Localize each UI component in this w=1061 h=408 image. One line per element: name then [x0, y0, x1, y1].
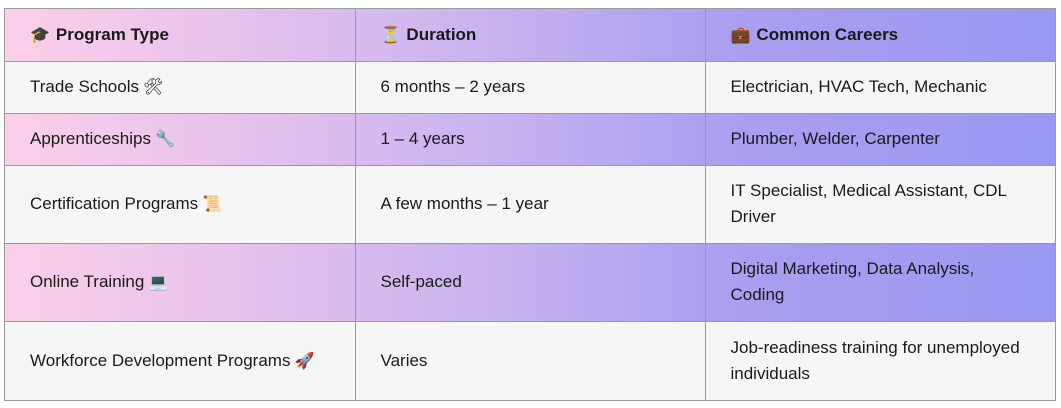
briefcase-icon: 💼 [730, 24, 751, 44]
rocket-icon: 🚀 [294, 350, 315, 370]
header-common-careers: 💼 Common Careers [704, 9, 1055, 62]
table-header-row: 🎓 Program Type ⏳ Duration 💼 Common Careers [5, 9, 1055, 62]
programs-table: 🎓 Program Type ⏳ Duration 💼 Common Careers … [5, 9, 1055, 400]
program-label: Certification Programs [30, 194, 199, 213]
header-label: Common Careers [756, 24, 899, 44]
duration-cell: Self-paced [354, 242, 706, 322]
tools-icon: 🛠 [142, 77, 164, 96]
header-label: Program Type [55, 24, 169, 44]
duration-cell: Varies [354, 320, 706, 400]
table-row: Trade Schools 🛠 6 months – 2 years Electr… [5, 60, 1055, 114]
wrench-icon: 🔧 [154, 129, 175, 148]
careers-cell: Plumber, Welder, Carpenter [704, 112, 1055, 166]
laptop-icon: 💻 [148, 272, 169, 291]
program-cell: Trade Schools 🛠 [5, 60, 356, 114]
table-row: Certification Programs 📜 A few months – 1… [5, 164, 1055, 244]
program-label: Online Training [30, 272, 145, 291]
program-label: Trade Schools [30, 77, 139, 96]
duration-cell: A few months – 1 year [354, 164, 706, 244]
program-cell: Certification Programs 📜 [5, 164, 356, 244]
hourglass-icon: ⏳ [380, 24, 401, 44]
careers-cell: Job-readiness training for unemployed in… [704, 320, 1055, 400]
program-label: Workforce Development Programs [30, 350, 291, 370]
duration-cell: 6 months – 2 years [354, 60, 706, 114]
table-row: Apprenticeships 🔧 1 – 4 years Plumber, We… [5, 112, 1055, 166]
careers-cell: Electrician, HVAC Tech, Mechanic [704, 60, 1055, 114]
duration-cell: 1 – 4 years [354, 112, 706, 166]
graduation-cap-icon: 🎓 [30, 24, 50, 44]
header-duration: ⏳ Duration [354, 9, 706, 62]
program-cell: Online Training 💻 [5, 242, 356, 322]
program-label: Apprenticeships [30, 129, 151, 148]
careers-cell: Digital Marketing, Data Analysis, Coding [704, 242, 1055, 322]
scroll-icon: 📜 [202, 194, 223, 213]
programs-table-container: 🎓 Program Type ⏳ Duration 💼 Common Careers … [4, 8, 1056, 401]
program-cell: Workforce Development Programs 🚀 [5, 320, 356, 400]
header-label: Duration [406, 24, 477, 44]
header-program-type: 🎓 Program Type [5, 9, 356, 62]
table-row: Online Training 💻 Self-paced Digital Mark… [5, 242, 1055, 322]
table-row: Workforce Development Programs 🚀 Varies J… [5, 320, 1055, 400]
careers-cell: IT Specialist, Medical Assistant, CDL Dr… [704, 164, 1055, 244]
program-cell: Apprenticeships 🔧 [5, 112, 356, 166]
